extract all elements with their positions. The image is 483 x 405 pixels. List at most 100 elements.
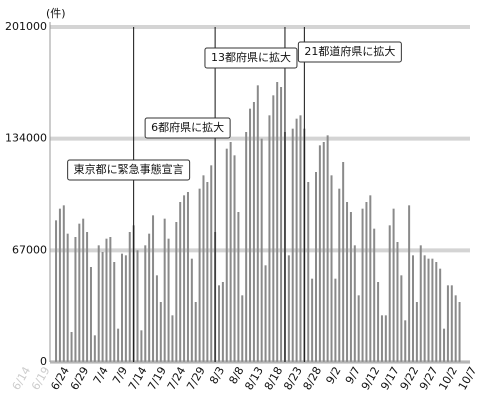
annotation: 東京都に緊急事態宣言 [74,162,184,176]
bar [221,282,224,362]
bar [349,212,352,362]
bar [159,302,162,362]
bar [384,315,387,362]
bar [392,208,395,362]
x-tick-label: 9/17 [378,365,402,393]
bar [342,162,345,362]
y-tick-label: 134000 [5,132,47,145]
x-tick-label: 9/27 [417,365,441,393]
bar [233,155,236,362]
bar [446,285,449,362]
bar [210,165,213,362]
annotation-box [67,159,191,181]
bar [167,238,170,362]
bar [136,250,139,362]
bar [225,148,228,362]
bar [365,202,368,362]
bar [117,328,120,362]
y-axis-label: (件) [46,7,66,20]
bar [113,262,116,362]
bar [62,205,65,362]
bar [93,335,96,362]
bar [458,302,461,362]
bar [152,215,155,362]
bar [155,275,158,362]
bar [97,245,100,362]
bar [388,225,391,362]
bar [408,205,411,362]
bar [357,295,360,362]
bar [78,223,81,362]
x-tick-label: 8/23 [281,365,305,393]
bar [190,258,193,362]
annotation-box [204,47,298,69]
bar [264,265,267,362]
bar [373,228,376,362]
x-tick-label: 8/28 [301,365,325,393]
annotation: 6都府県に拡大 [151,120,224,134]
bar [268,115,271,362]
bar [400,275,403,362]
bar [419,245,422,362]
bar [361,208,364,362]
x-tick-label: 6/19 [29,365,53,393]
x-tick-label: 10/7 [456,365,480,393]
x-tick-label: 7/4 [91,364,111,386]
x-tick-label: 6/24 [48,365,72,393]
bar [74,237,77,362]
bar [334,278,337,362]
x-tick-label: 8/13 [242,365,266,393]
annotation-box [144,117,231,139]
bar [70,332,73,362]
bar [311,278,314,362]
bar [148,233,151,362]
x-tick-label: 7/14 [126,365,150,393]
bar [431,258,434,362]
bar [450,285,453,362]
bar [55,220,58,362]
x-tick-label: 7/24 [165,365,189,393]
bar [369,195,372,362]
bar [124,255,127,362]
bar [299,115,302,362]
bar [435,262,438,362]
bar [66,233,69,362]
bar [291,128,294,362]
bar [404,320,407,362]
annotation: 13都府県に拡大 [211,50,291,64]
x-tick-label: 10/2 [436,365,460,393]
bar [443,328,446,362]
bar [198,188,201,362]
x-tick-label: 8/18 [262,365,286,393]
bar [241,295,244,362]
bar [128,232,131,362]
bar [121,253,123,362]
bar [202,175,205,362]
bar [101,252,104,362]
bar [295,118,298,363]
x-tick-label: 9/22 [398,365,422,393]
bar [256,85,259,362]
bar [252,102,255,362]
x-tick-label: 9/2 [323,365,343,387]
bar [396,242,399,362]
bar [144,245,147,362]
y-tick-label: 67000 [12,243,47,256]
bar [229,142,232,362]
bar [175,222,178,362]
bar [186,192,189,362]
bar [280,87,283,362]
bar [206,182,209,362]
x-tick-label: 9/12 [359,365,383,393]
bar [183,195,186,362]
bar [346,202,349,362]
bar [307,182,310,362]
bar [245,132,248,362]
bar [318,145,321,362]
x-tick-label: 7/19 [145,365,169,393]
bar [218,285,220,362]
bar [439,268,442,362]
bar [338,188,341,362]
bar [287,255,290,362]
